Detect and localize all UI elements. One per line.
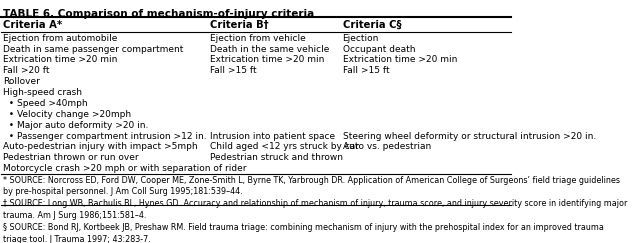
Text: Death in same passenger compartment: Death in same passenger compartment (3, 44, 183, 53)
Text: Occupant death: Occupant death (342, 44, 415, 53)
Text: triage tool. J Trauma 1997; 43:283-7.: triage tool. J Trauma 1997; 43:283-7. (3, 235, 151, 243)
Text: • Speed >40mph: • Speed >40mph (3, 99, 88, 108)
Text: by pre-hospital personnel. J Am Coll Surg 1995;181:539–44.: by pre-hospital personnel. J Am Coll Sur… (3, 188, 242, 197)
Text: Criteria B†: Criteria B† (210, 20, 269, 30)
Text: Criteria C§: Criteria C§ (342, 20, 401, 30)
Text: Fall >15 ft: Fall >15 ft (210, 66, 257, 75)
Text: Fall >20 ft: Fall >20 ft (3, 66, 49, 75)
Text: Steering wheel deformity or structural intrusion >20 in.: Steering wheel deformity or structural i… (342, 132, 595, 141)
Text: § SOURCE: Bond RJ, Kortbeek JB, Preshaw RM. Field trauma triage: combining mecha: § SOURCE: Bond RJ, Kortbeek JB, Preshaw … (3, 223, 604, 232)
Text: Extrication time >20 min: Extrication time >20 min (3, 55, 117, 64)
Text: trauma. Am J Surg 1986;151:581–4.: trauma. Am J Surg 1986;151:581–4. (3, 211, 146, 220)
Text: Extrication time >20 min: Extrication time >20 min (210, 55, 324, 64)
Text: • Passenger compartment intrusion >12 in.: • Passenger compartment intrusion >12 in… (3, 132, 206, 141)
Text: * SOURCE: Norcross ED, Ford DW, Cooper ME, Zone-Smith L, Byrne TK, Yarbrough DR.: * SOURCE: Norcross ED, Ford DW, Cooper M… (3, 176, 620, 185)
Text: Ejection: Ejection (342, 34, 379, 43)
Text: Auto-pedestrian injury with impact >5mph: Auto-pedestrian injury with impact >5mph (3, 142, 197, 151)
Text: • Major auto deformity >20 in.: • Major auto deformity >20 in. (3, 121, 148, 130)
Text: Ejection from automobile: Ejection from automobile (3, 34, 117, 43)
Text: Child aged <12 yrs struck by car: Child aged <12 yrs struck by car (210, 142, 359, 151)
Text: Fall >15 ft: Fall >15 ft (342, 66, 389, 75)
Text: • Velocity change >20mph: • Velocity change >20mph (3, 110, 131, 119)
Text: Extrication time >20 min: Extrication time >20 min (342, 55, 457, 64)
Text: Pedestrian thrown or run over: Pedestrian thrown or run over (3, 153, 138, 162)
Text: † SOURCE: Long WB, Bachulis BL, Hynes GD. Accuracy and relationship of mechanism: † SOURCE: Long WB, Bachulis BL, Hynes GD… (3, 200, 628, 208)
Text: Ejection from vehicle: Ejection from vehicle (210, 34, 306, 43)
Text: Auto vs. pedestrian: Auto vs. pedestrian (342, 142, 431, 151)
Text: Criteria A*: Criteria A* (3, 20, 62, 30)
Text: Pedestrian struck and thrown: Pedestrian struck and thrown (210, 153, 343, 162)
Text: Rollover: Rollover (3, 77, 40, 86)
Text: Intrusion into patient space: Intrusion into patient space (210, 132, 335, 141)
Text: Motorcycle crash >20 mph or with separation of rider: Motorcycle crash >20 mph or with separat… (3, 164, 246, 173)
Text: High-speed crash: High-speed crash (3, 88, 82, 97)
Text: Death in the same vehicle: Death in the same vehicle (210, 44, 329, 53)
Text: TABLE 6. Comparison of mechanism-of-injury criteria: TABLE 6. Comparison of mechanism-of-inju… (3, 9, 314, 18)
